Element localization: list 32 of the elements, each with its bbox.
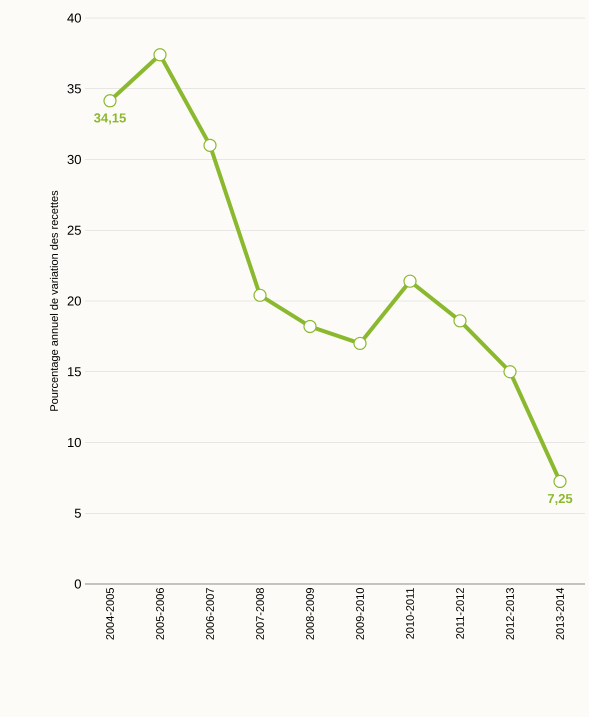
- point: [353, 336, 367, 350]
- y-tick-label: 10: [68, 438, 81, 448]
- x-tick-label: 2004-2005: [106, 588, 114, 640]
- x-tick-label: 2005-2006: [156, 588, 164, 640]
- point: [303, 320, 317, 334]
- y-tick-label: 40: [67, 13, 81, 23]
- x-tick-label: 2013-2014: [556, 588, 564, 640]
- point: [103, 94, 117, 108]
- y-tick-label: 20: [68, 296, 81, 306]
- data-label: 34,15: [94, 113, 126, 124]
- x-tick-label: 2007-2008: [256, 588, 264, 640]
- point: [403, 274, 417, 288]
- x-tick-label: 2008-2009: [306, 588, 314, 640]
- x-tick-label: 2009-2010: [356, 588, 364, 640]
- y-axis-title: Pourcentage annuel de variation des recettes: [50, 190, 60, 411]
- y-tick-label: 30: [68, 154, 81, 164]
- data-label: 7,25: [548, 494, 572, 506]
- x-tick-label: 2011-2012: [456, 588, 464, 639]
- y-tick-label: 35: [68, 84, 81, 94]
- point: [253, 288, 267, 302]
- point: [503, 365, 517, 378]
- x-tick-label: 2010-2011: [406, 588, 414, 639]
- point: [553, 474, 567, 488]
- y-tick-label: 0: [74, 579, 81, 589]
- point: [453, 314, 467, 328]
- point: [203, 138, 217, 152]
- x-tick-label: 2012-2013: [506, 588, 514, 640]
- y-tick-label: 25: [68, 226, 81, 235]
- y-tick-label: 15: [68, 367, 81, 376]
- y-tick-label: 5: [74, 508, 81, 518]
- x-tick-label: 2006-2007: [206, 588, 214, 640]
- point: [153, 48, 167, 62]
